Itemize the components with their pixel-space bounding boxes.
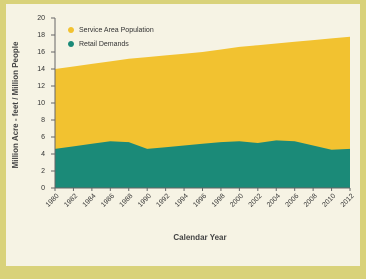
y-tick-label: 2 <box>41 168 45 175</box>
y-tick-label: 12 <box>37 83 45 90</box>
legend-label: Retail Demands <box>79 41 129 48</box>
legend-marker <box>68 41 74 47</box>
y-tick-label: 10 <box>37 100 45 107</box>
legend-marker <box>68 27 74 33</box>
y-tick-label: 18 <box>37 32 45 39</box>
y-tick-label: 4 <box>41 151 45 158</box>
y-tick-label: 14 <box>37 66 45 73</box>
y-tick-label: 16 <box>37 49 45 56</box>
area <box>55 140 350 188</box>
legend-label: Service Area Population <box>79 27 154 34</box>
y-axis-title: Million Acre - feet / Million People <box>11 41 20 168</box>
page: Calendar Year Million Acre - feet / Mill… <box>0 0 366 274</box>
y-tick-label: 0 <box>41 185 45 192</box>
y-tick-label: 20 <box>37 15 45 22</box>
x-axis-title: Calendar Year <box>173 233 226 242</box>
chart: Calendar Year Million Acre - feet / Mill… <box>0 0 366 274</box>
y-tick-label: 6 <box>41 134 45 141</box>
y-tick-label: 8 <box>41 117 45 124</box>
